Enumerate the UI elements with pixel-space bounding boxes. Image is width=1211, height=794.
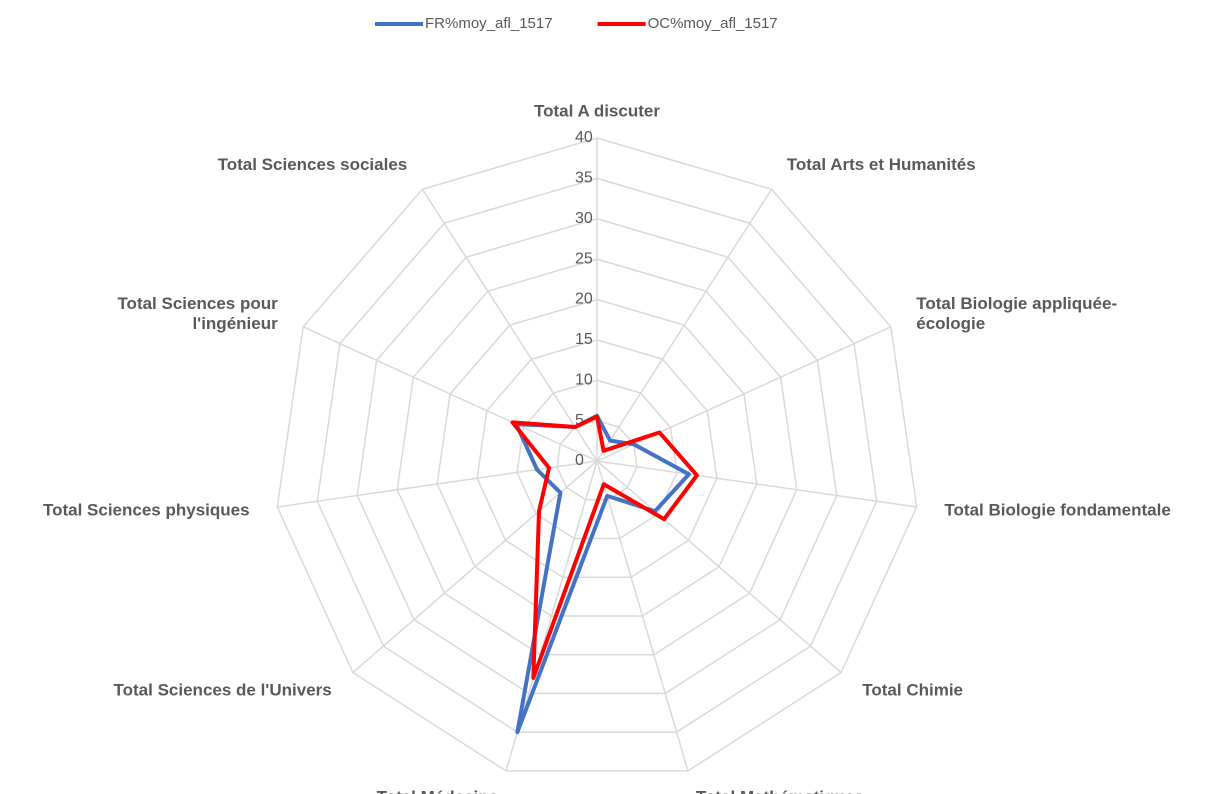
grid-line	[476, 339, 718, 578]
grid-line	[436, 298, 758, 617]
category-label: Total Mathématiques	[696, 787, 864, 794]
category-label: Total Arts et Humanités	[787, 155, 976, 174]
category-label: Total A discuter	[534, 101, 660, 120]
axis-spoke	[277, 460, 598, 508]
axis-spoke	[352, 460, 598, 674]
grid-line	[276, 137, 918, 772]
axis-spoke	[302, 326, 598, 462]
tick-label: 20	[575, 291, 593, 308]
category-label: Total Sciences physiques	[43, 500, 250, 519]
tick-label: 10	[575, 371, 593, 388]
category-label: Total Sciences pour l'ingénieur	[117, 295, 278, 334]
grid-line	[396, 258, 798, 656]
grid-line	[356, 217, 838, 695]
tick-label: 0	[575, 452, 584, 469]
axis-spoke	[596, 460, 842, 674]
axis-spoke	[596, 460, 917, 508]
category-label: Total Sciences sociales	[218, 155, 408, 174]
axis-spoke	[596, 460, 689, 772]
tick-label: 5	[575, 412, 584, 429]
tick-label: 35	[575, 170, 593, 187]
grid-line	[316, 177, 878, 733]
tick-label: 15	[575, 331, 593, 348]
category-label: Total Sciences de l'Univers	[114, 680, 332, 699]
legend-label: OC%moy_afl_1517	[648, 15, 778, 32]
series-line	[510, 414, 699, 680]
axis-spoke	[421, 188, 598, 462]
tick-label: 40	[575, 129, 593, 146]
axis-spoke	[596, 188, 773, 462]
category-label: Total Médecine	[377, 787, 499, 794]
tick-label: 25	[575, 250, 593, 267]
tick-label: 30	[575, 210, 593, 227]
legend-label: FR%moy_afl_1517	[425, 15, 553, 32]
category-label: Total Biologie appliquée-écologie	[916, 295, 1117, 334]
category-label: Total Chimie	[862, 680, 963, 699]
category-label: Total Biologie fondamentale	[944, 500, 1170, 519]
